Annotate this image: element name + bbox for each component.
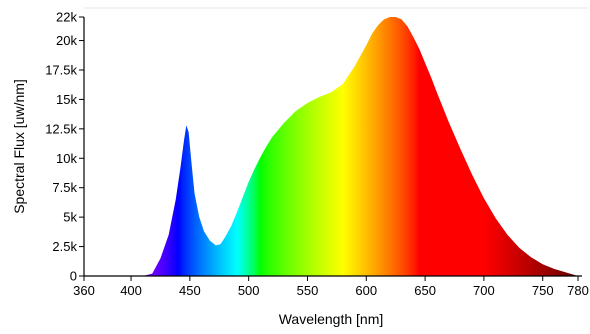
x-tick-label: 450 bbox=[179, 283, 201, 298]
x-tick-label: 550 bbox=[297, 283, 319, 298]
y-tick-label: 20k bbox=[56, 33, 77, 48]
x-tick-label: 400 bbox=[120, 283, 142, 298]
y-axis-title: Spectral Flux [uw/nm] bbox=[11, 79, 27, 214]
y-tick-label: 17.5k bbox=[45, 62, 77, 77]
x-tick-label: 700 bbox=[473, 283, 495, 298]
y-tick-label: 2.5k bbox=[52, 239, 77, 254]
x-tick-label: 360 bbox=[73, 283, 95, 298]
x-tick-label: 780 bbox=[567, 283, 589, 298]
y-tick-label: 22k bbox=[56, 10, 77, 25]
plot-area bbox=[84, 17, 578, 276]
y-tick-label: 10k bbox=[56, 151, 77, 166]
spectrum-area-series-0 bbox=[84, 17, 578, 276]
x-tick-label: 600 bbox=[355, 283, 377, 298]
y-tick-label: 15k bbox=[56, 92, 77, 107]
x-tick-label: 500 bbox=[238, 283, 260, 298]
y-tick-label: 5k bbox=[63, 210, 77, 225]
x-tick-label: 650 bbox=[414, 283, 436, 298]
x-axis-title: Wavelength [nm] bbox=[279, 311, 384, 327]
y-tick-label: 0 bbox=[70, 269, 77, 284]
y-tick-label: 12.5k bbox=[45, 121, 77, 136]
x-tick-label: 750 bbox=[532, 283, 554, 298]
y-tick-label: 7.5k bbox=[52, 180, 77, 195]
axes: 0 2.5k 5k 7.5k 10k 12.5k 15k 17.5k 20k 22k 360 400 4… bbox=[45, 7, 589, 298]
